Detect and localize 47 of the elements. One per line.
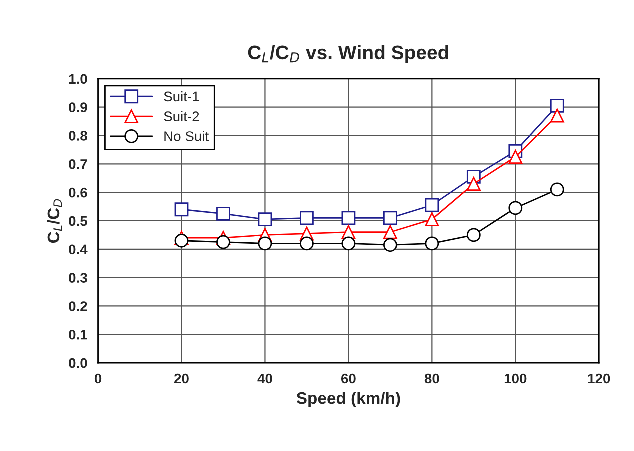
- point: [342, 236, 356, 251]
- y-tick-label: 0.0: [69, 358, 88, 368]
- y-tick-label: 1.0: [69, 74, 88, 84]
- point: [425, 236, 440, 251]
- y-tick-label: 0.1: [69, 330, 88, 340]
- y-axis-title: C$_{L}$/C$_{D}$: [47, 199, 62, 244]
- point: [342, 211, 356, 226]
- x-tick-label: 60: [341, 374, 356, 384]
- legend-label: Suit-1: [164, 91, 200, 102]
- point: [425, 212, 440, 227]
- point: [508, 150, 523, 164]
- y-tick-label: 0.7: [69, 160, 88, 170]
- y-tick-label: 0.8: [69, 131, 88, 141]
- x-tick-label: 0: [94, 374, 102, 384]
- point: [174, 202, 189, 217]
- y-tick-label: 0.6: [69, 188, 88, 198]
- y-tick-label: 0.9: [69, 102, 88, 113]
- x-tick-label: 120: [588, 374, 610, 384]
- point: [466, 228, 481, 242]
- point: [216, 206, 230, 221]
- x-tick-label: 40: [258, 374, 272, 384]
- point: [300, 211, 314, 226]
- y-tick-label: 0.4: [69, 244, 88, 255]
- point: [258, 212, 272, 227]
- y-tick-label: 0.5: [69, 216, 88, 226]
- legend-label: No Suit: [164, 131, 209, 142]
- x-tick-label: 80: [424, 374, 440, 384]
- point: [383, 225, 398, 240]
- point: [174, 234, 189, 248]
- x-tick-label: 20: [174, 374, 189, 384]
- point: [425, 198, 440, 212]
- point: [508, 201, 523, 216]
- point: [550, 182, 564, 197]
- x-axis-title: Speed (km/h): [296, 392, 400, 408]
- point: [550, 98, 564, 113]
- point: [383, 238, 398, 252]
- chart-title: C$_{L}$/C$_{D}$ vs. Wind Speed: [248, 45, 448, 64]
- y-tick-label: 0.2: [69, 302, 88, 312]
- y-tick-label: 0.3: [69, 273, 88, 284]
- point: [300, 236, 314, 251]
- point: [550, 108, 564, 123]
- x-tick-label: 100: [504, 374, 527, 384]
- point: [466, 177, 481, 191]
- legend-label: Suit-2: [164, 111, 200, 122]
- point: [258, 236, 272, 251]
- point: [383, 211, 398, 226]
- point: [216, 235, 230, 250]
